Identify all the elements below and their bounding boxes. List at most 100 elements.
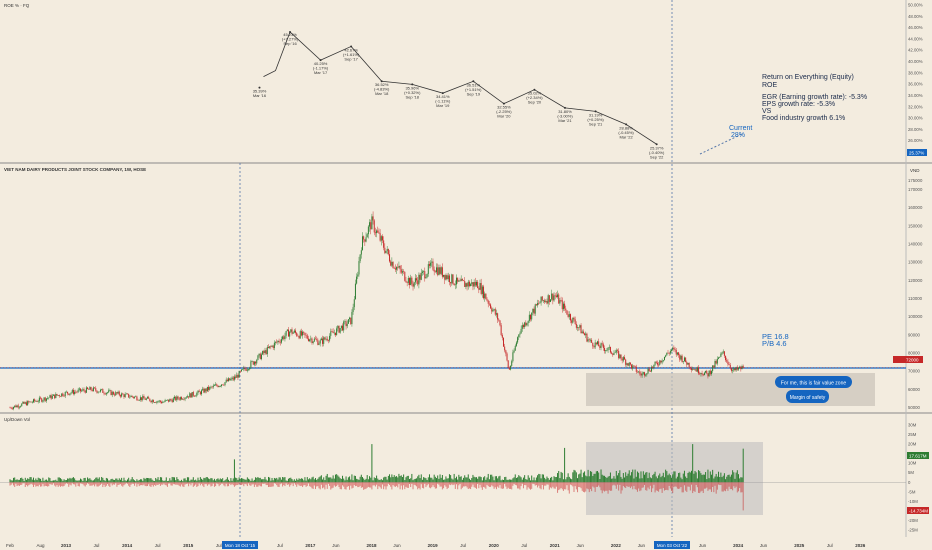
volume-up-bar — [302, 478, 304, 483]
volume-up-bar — [427, 477, 429, 483]
volume-down-bar — [426, 482, 428, 486]
volume-down-bar — [712, 482, 714, 487]
volume-up-bar — [336, 474, 338, 483]
volume-up-bar — [285, 480, 287, 483]
candle-body — [61, 393, 63, 397]
volume-up-bar — [9, 479, 11, 483]
fair-value-callout-bubble[interactable] — [775, 376, 852, 388]
volume-down-bar — [80, 482, 81, 484]
volume-down-bar — [702, 482, 704, 493]
volume-down-bar — [633, 482, 635, 486]
volume-up-bar — [627, 473, 629, 483]
volume-up-bar — [432, 479, 434, 483]
candle-body — [493, 309, 495, 310]
volume-down-bar — [201, 482, 203, 484]
volume-down-bar — [336, 482, 338, 487]
volume-down-bar — [676, 482, 678, 489]
volume-up-bar — [392, 477, 394, 483]
volume-down-bar — [514, 482, 516, 485]
volume-down-bar — [627, 482, 629, 487]
volume-up-bar — [399, 476, 401, 483]
volume-up-bar — [606, 477, 608, 483]
volume-down-bar — [710, 482, 712, 492]
candle-body — [450, 282, 452, 284]
roe-point-label: (-0.40%) — [649, 150, 665, 155]
time-axis-label: Aug — [37, 543, 46, 548]
volume-up-bar — [197, 477, 199, 483]
candle-body — [282, 336, 284, 340]
volume-down-bar — [658, 482, 660, 492]
volume-up-bar — [251, 478, 253, 483]
candle-body — [418, 274, 420, 285]
volume-down-bar — [40, 482, 42, 487]
candle-body — [479, 282, 481, 290]
volume-down-bar — [675, 482, 677, 487]
candle-body — [206, 386, 208, 392]
volume-up-bar — [495, 476, 497, 483]
volume-up-bar — [298, 478, 300, 483]
candle-body — [616, 350, 618, 351]
volume-down-bar — [628, 482, 630, 487]
volume-down-bar — [551, 482, 553, 489]
volume-up-bar — [243, 478, 245, 483]
margin-callout-bubble[interactable] — [786, 390, 829, 403]
volume-down-bar — [326, 482, 328, 489]
volume-down-bar — [172, 482, 174, 485]
candle-body — [451, 274, 453, 284]
volume-down-bar — [44, 482, 46, 486]
volume-down-bar — [338, 482, 340, 488]
price-axis-tick-label: 60000 — [908, 387, 921, 392]
volume-down-bar — [299, 482, 301, 487]
volume-up-bar — [372, 480, 374, 483]
volume-down-bar — [142, 482, 144, 486]
volume-up-bar — [360, 474, 362, 483]
candle-body — [587, 339, 589, 342]
volume-up-bar — [338, 476, 340, 483]
candle-body — [28, 401, 30, 403]
candle-body — [72, 389, 74, 394]
volume-up-bar — [358, 479, 360, 483]
volume-down-bar — [742, 482, 744, 511]
volume-up-bar — [485, 479, 487, 483]
candle-body — [242, 369, 244, 370]
volume-down-bar — [473, 482, 475, 488]
candle-body — [628, 362, 630, 366]
candle-body — [397, 267, 399, 268]
volume-up-bar — [640, 471, 642, 483]
candle-body — [545, 301, 547, 302]
volume-down-bar — [330, 482, 332, 490]
volume-up-bar — [513, 477, 515, 483]
volume-down-bar — [689, 482, 691, 491]
volume-down-bar — [146, 482, 148, 486]
volume-up-bar — [40, 478, 42, 483]
candle-body — [624, 357, 626, 360]
volume-down-bar — [230, 482, 232, 486]
volume-up-bar — [560, 471, 562, 483]
volume-up-bar — [450, 475, 452, 483]
candle-body — [190, 393, 192, 398]
volume-down-bar — [271, 482, 273, 487]
volume-axis-tick-label: 0 — [908, 480, 911, 485]
candle-body — [119, 395, 121, 397]
volume-up-bar — [647, 478, 649, 483]
candle-body — [280, 339, 282, 343]
volume-up-bar — [385, 476, 387, 483]
volume-down-bar — [102, 482, 104, 488]
volume-down-bar — [289, 482, 291, 487]
candle-body — [579, 325, 581, 328]
candle-body — [245, 369, 247, 371]
volume-down-bar — [682, 482, 684, 493]
volume-down-bar — [381, 482, 383, 485]
volume-up-bar — [572, 472, 574, 483]
fair-value-callout[interactable]: For me, this is fair value zone — [775, 376, 852, 388]
margin-callout[interactable]: Margin of safety — [786, 390, 829, 403]
volume-up-bar — [470, 480, 472, 483]
candle-body — [237, 374, 239, 378]
volume-down-bar — [500, 482, 502, 489]
volume-down-bar — [138, 482, 140, 487]
volume-up-bar — [60, 478, 62, 483]
volume-layer — [0, 444, 906, 511]
volume-up-bar — [349, 476, 351, 483]
candle-body — [540, 296, 542, 303]
